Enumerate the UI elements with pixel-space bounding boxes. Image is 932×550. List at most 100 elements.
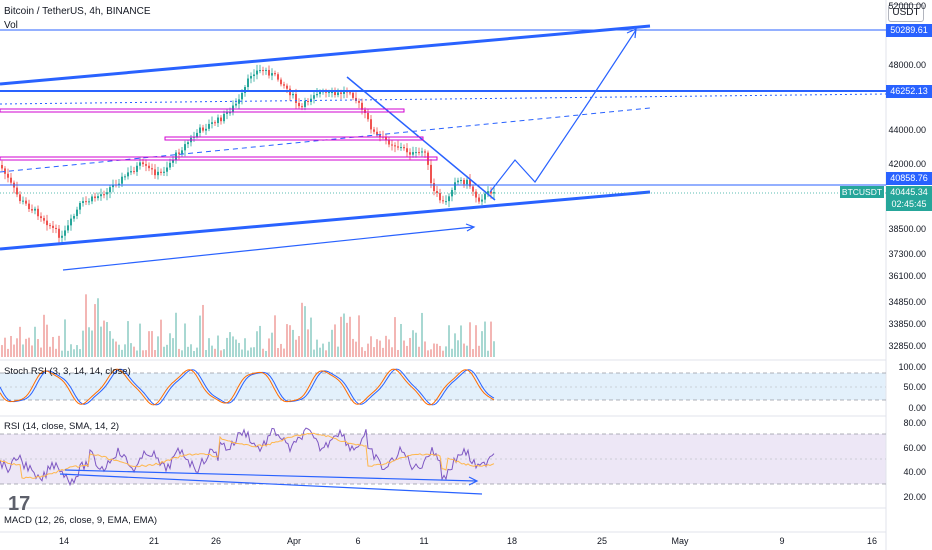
volume-label[interactable]: Vol	[4, 20, 18, 31]
candle-body	[400, 147, 402, 149]
volume-bar	[43, 314, 45, 357]
volume-bar	[145, 350, 147, 357]
candle-body	[154, 169, 156, 176]
candle-body	[388, 140, 390, 145]
candlesticks	[1, 64, 495, 244]
candle-body	[58, 228, 60, 238]
upper-channel-line[interactable]	[0, 24, 651, 86]
volume-bar	[67, 350, 69, 357]
volume-bar	[220, 350, 222, 357]
volume-bar	[490, 321, 492, 357]
descending-trend-line[interactable]	[346, 76, 496, 201]
rsi-arrow-head	[468, 476, 479, 486]
rsi-divergence-line-1[interactable]	[64, 469, 477, 482]
volume-bar	[94, 304, 96, 357]
candle-body	[271, 73, 273, 76]
volume-bar	[367, 343, 369, 357]
candle-body	[163, 171, 165, 173]
currency-button[interactable]: USDT	[888, 4, 924, 22]
volume-bar	[433, 343, 435, 357]
candle-body	[349, 92, 351, 94]
volume-bar	[466, 345, 468, 357]
symbol-tag: BTCUSDT	[840, 186, 884, 198]
volume-bar	[391, 347, 393, 357]
candle-body	[439, 193, 441, 201]
rsi-title[interactable]: RSI (14, close, SMA, 14, 2)	[4, 421, 120, 432]
volume-bar	[271, 332, 273, 357]
volume-bar	[142, 350, 144, 357]
zone-43400[interactable]	[164, 136, 424, 141]
time-label: 6	[355, 536, 361, 546]
candle-body	[226, 112, 228, 114]
volume-bar	[229, 332, 231, 357]
price-tag-50289: 50289.61	[886, 24, 932, 37]
volume-bar	[64, 319, 66, 357]
candle-body	[280, 79, 282, 85]
candle-body	[214, 122, 216, 124]
candle-body	[433, 183, 435, 192]
volume-bar	[445, 346, 447, 357]
time-label: 25	[596, 536, 608, 546]
rsi-line	[0, 427, 495, 487]
price-label: 48000.00	[888, 60, 926, 70]
symbol-title[interactable]: Bitcoin / TetherUS, 4h, BINANCE	[4, 6, 151, 17]
candle-body	[448, 196, 450, 202]
volume-bar	[376, 339, 378, 357]
candle-body	[40, 216, 42, 219]
volume-bar	[448, 325, 450, 357]
volume-bar	[40, 347, 42, 357]
macd-title[interactable]: MACD (12, 26, close, 9, EMA, EMA)	[4, 515, 158, 526]
candle-body	[85, 201, 87, 203]
candle-body	[265, 69, 267, 71]
candle-body	[481, 199, 483, 202]
rsi-drawings[interactable]	[59, 469, 483, 495]
tradingview-logo[interactable]: 17	[8, 493, 31, 515]
zone-42400[interactable]	[0, 156, 438, 161]
volume-bar	[46, 324, 48, 357]
candle-body	[199, 127, 201, 133]
lower-arrow-line[interactable]	[62, 226, 474, 271]
volume-bar	[439, 345, 441, 357]
candle-body	[34, 208, 36, 211]
volume-bar	[49, 346, 51, 357]
lower-channel-line[interactable]	[0, 190, 651, 251]
candle-body	[469, 179, 471, 187]
candle-body	[358, 100, 360, 103]
volume-bar	[322, 343, 324, 357]
zone-45400[interactable]	[0, 108, 405, 113]
candle-body	[319, 92, 321, 95]
price-label: 34850.00	[888, 297, 926, 307]
candle-body	[415, 152, 417, 154]
candle-body	[130, 171, 132, 173]
candle-body	[70, 218, 72, 226]
candle-body	[184, 144, 186, 151]
volume-bar	[190, 344, 192, 357]
candle-body	[25, 200, 27, 204]
candle-body	[361, 102, 363, 110]
candle-body	[178, 152, 180, 154]
candle-body	[187, 142, 189, 145]
candle-body	[100, 194, 102, 197]
candle-body	[454, 182, 456, 190]
candle-body	[211, 122, 213, 124]
candle-body	[250, 76, 252, 79]
projection-path[interactable]	[489, 29, 637, 193]
candle-body	[73, 215, 75, 219]
price-label: 38500.00	[888, 224, 926, 234]
candle-body	[262, 70, 264, 72]
volume-bar	[400, 323, 402, 357]
rsi-divergence-line-2[interactable]	[59, 473, 483, 495]
volume-bar	[136, 350, 138, 357]
volume-bar	[55, 348, 57, 357]
candle-body	[472, 186, 474, 192]
volume-bar	[97, 298, 99, 357]
volume-bar	[31, 345, 33, 357]
volume-bar	[424, 341, 426, 357]
stoch-rsi-title[interactable]: Stoch RSI (3, 3, 14, 14, close)	[4, 366, 131, 377]
candle-body	[430, 164, 432, 184]
trend-drawings[interactable]	[0, 24, 887, 271]
volume-bar	[412, 330, 414, 357]
time-label: 18	[506, 536, 518, 546]
